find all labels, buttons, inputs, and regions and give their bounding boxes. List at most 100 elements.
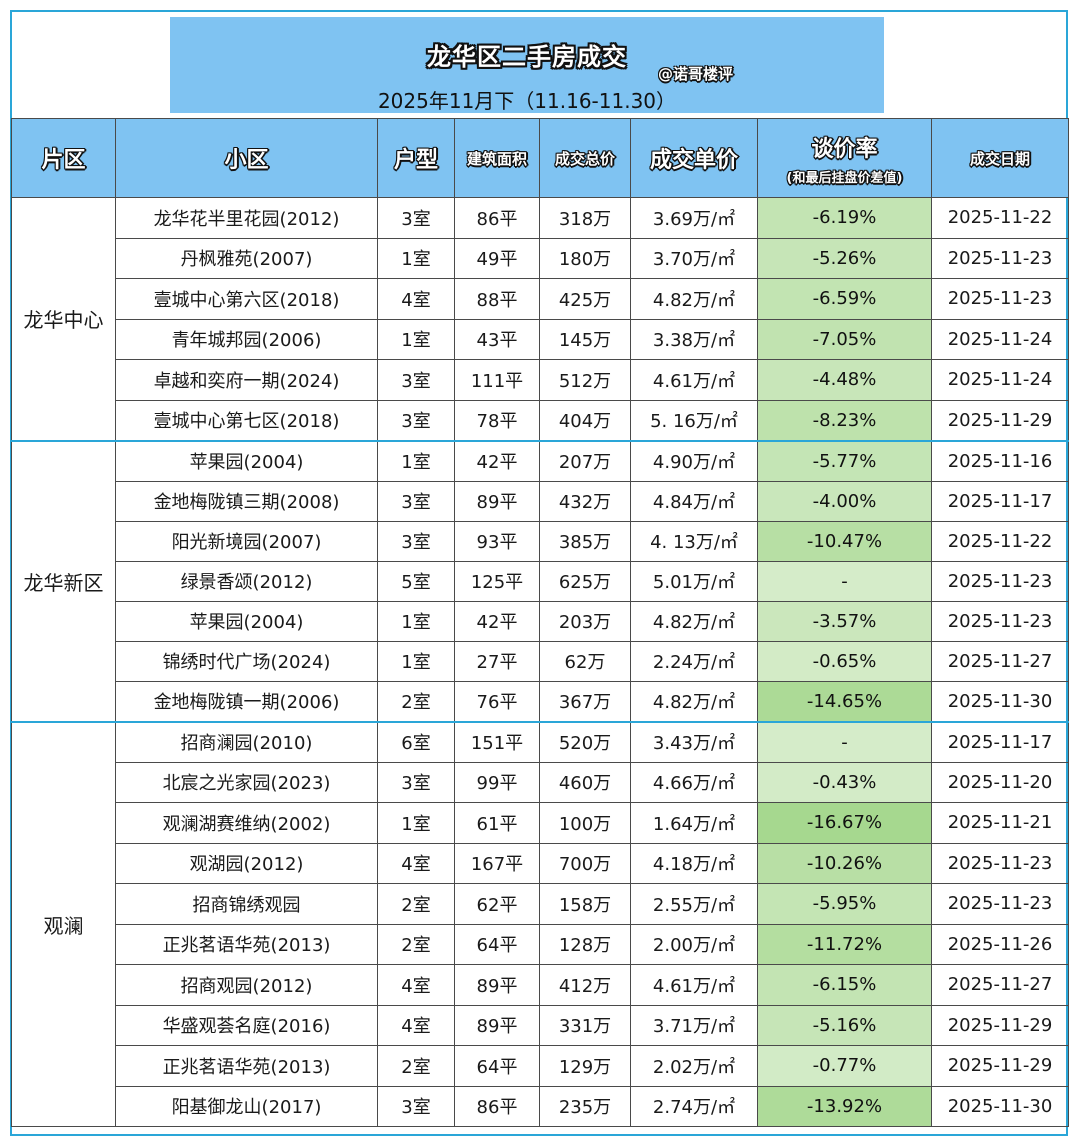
layout-cell: 3室 bbox=[377, 480, 455, 522]
unit-price-cell: 2.74万/㎡ bbox=[630, 1085, 758, 1127]
date-cell: 2025-11-27 bbox=[931, 640, 1069, 682]
area-cell: 88平 bbox=[454, 278, 540, 320]
date-cell: 2025-11-17 bbox=[931, 480, 1069, 522]
community-cell: 华盛观荟名庭(2016) bbox=[115, 1004, 378, 1046]
unit-price-cell: 2.00万/㎡ bbox=[630, 923, 758, 965]
title-banner: 龙华区二手房成交 @诺哥楼评 2025年11月下（11.16-11.30） bbox=[170, 17, 884, 113]
date-cell: 2025-11-22 bbox=[931, 520, 1069, 562]
community-cell: 苹果园(2004) bbox=[115, 600, 378, 642]
community-cell: 北宸之光家园(2023) bbox=[115, 761, 378, 803]
date-cell: 2025-11-16 bbox=[931, 439, 1069, 482]
unit-price-cell: 3.38万/㎡ bbox=[630, 318, 758, 360]
community-cell: 阳光新境园(2007) bbox=[115, 520, 378, 562]
unit-price-cell: 3.69万/㎡ bbox=[630, 197, 758, 239]
table-row: 龙华新区 苹果园(2004) 1室 42平 207万 4.90万/㎡ -5.77% 2025-… bbox=[11, 439, 1069, 722]
table-row: 金地梅陇镇一期(2006) 2室 76平 367万 4.82万/㎡ -14.65% 2025… bbox=[12, 680, 1069, 722]
unit-price-cell: 2.24万/㎡ bbox=[630, 640, 758, 682]
total-price-cell: 145万 bbox=[539, 318, 631, 360]
zone-cell: 龙华新区 bbox=[11, 439, 116, 722]
layout-cell: 1室 bbox=[377, 237, 455, 279]
layout-cell: 3室 bbox=[377, 1085, 455, 1127]
total-price-cell: 129万 bbox=[539, 1045, 631, 1087]
header-date: 成交日期 bbox=[931, 118, 1069, 198]
area-cell: 78平 bbox=[454, 399, 540, 441]
rate-cell: -11.72% bbox=[757, 923, 932, 965]
table-row: 阳光新境园(2007) 3室 93平 385万 4. 13万/㎡ -10.47% 2025-… bbox=[12, 520, 1069, 562]
area-cell: 61平 bbox=[454, 802, 540, 844]
area-cell: 89平 bbox=[454, 964, 540, 1006]
unit-price-cell: 2.02万/㎡ bbox=[630, 1045, 758, 1087]
table-row: 绿景香颂(2012) 5室 125平 625万 5.01万/㎡ -2025-11-23 bbox=[12, 560, 1069, 602]
table-row: 壹城中心第七区(2018) 3室 78平 404万 5. 16万/㎡ -8.23% 2025… bbox=[12, 399, 1069, 441]
total-price-cell: 158万 bbox=[539, 883, 631, 925]
date-cell: 2025-11-23 bbox=[931, 883, 1069, 925]
area-cell: 89平 bbox=[454, 1004, 540, 1046]
table-row: 正兆茗语华苑(2013) 2室 64平 128万 2.00万/㎡ -11.72% 2025-… bbox=[12, 923, 1069, 965]
header-layout: 户型 bbox=[377, 118, 455, 198]
total-price-cell: 404万 bbox=[539, 399, 631, 441]
layout-cell: 3室 bbox=[377, 520, 455, 562]
unit-price-cell: 5.01万/㎡ bbox=[630, 560, 758, 602]
date-cell: 2025-11-30 bbox=[931, 1085, 1069, 1127]
total-price-cell: 331万 bbox=[539, 1004, 631, 1046]
table-row: 观澜 招商澜园(2010) 6室 151平 520万 3.43万/㎡ -2025-11-17 bbox=[11, 720, 1069, 1127]
table-row: 北宸之光家园(2023) 3室 99平 460万 4.66万/㎡ -0.43% 2025-1… bbox=[12, 761, 1069, 803]
table-row: 阳基御龙山(2017) 3室 86平 235万 2.74万/㎡ -13.92% 2025-1… bbox=[12, 1085, 1069, 1127]
rate-cell: -0.65% bbox=[757, 640, 932, 682]
area-cell: 64平 bbox=[454, 923, 540, 965]
table-row: 华盛观荟名庭(2016) 4室 89平 331万 3.71万/㎡ -5.16% 2025-1… bbox=[12, 1004, 1069, 1046]
area-cell: 89平 bbox=[454, 480, 540, 522]
rate-cell: -4.48% bbox=[757, 359, 932, 401]
author-tag: @诺哥楼评 bbox=[658, 65, 734, 83]
rate-cell: -3.57% bbox=[757, 600, 932, 642]
total-price-cell: 62万 bbox=[539, 640, 631, 682]
unit-price-cell: 4.61万/㎡ bbox=[630, 964, 758, 1006]
total-price-cell: 460万 bbox=[539, 761, 631, 803]
layout-cell: 2室 bbox=[377, 1045, 455, 1087]
table-row: 招商观园(2012) 4室 89平 412万 4.61万/㎡ -6.15% 2025-11-… bbox=[12, 964, 1069, 1006]
date-cell: 2025-11-27 bbox=[931, 964, 1069, 1006]
date-cell: 2025-11-29 bbox=[931, 1004, 1069, 1046]
total-price-cell: 180万 bbox=[539, 237, 631, 279]
rate-cell: -6.59% bbox=[757, 278, 932, 320]
date-cell: 2025-11-21 bbox=[931, 802, 1069, 844]
total-price-cell: 100万 bbox=[539, 802, 631, 844]
unit-price-cell: 4.90万/㎡ bbox=[630, 439, 758, 482]
table-row: 壹城中心第六区(2018) 4室 88平 425万 4.82万/㎡ -6.59% 2025-… bbox=[12, 278, 1069, 320]
layout-cell: 3室 bbox=[377, 761, 455, 803]
community-cell: 观澜湖赛维纳(2002) bbox=[115, 802, 378, 844]
layout-cell: 1室 bbox=[377, 318, 455, 360]
community-cell: 卓越和奕府一期(2024) bbox=[115, 359, 378, 401]
header-area: 建筑面积 bbox=[454, 118, 540, 198]
community-cell: 锦绣时代广场(2024) bbox=[115, 640, 378, 682]
header-rate: 谈价率 (和最后挂盘价差值) bbox=[757, 118, 932, 198]
unit-price-cell: 3.70万/㎡ bbox=[630, 237, 758, 279]
date-range-subtitle: 2025年11月下（11.16-11.30） bbox=[377, 89, 677, 113]
table-row: 观湖园(2012) 4室 167平 700万 4.18万/㎡ -10.26% 2025-11… bbox=[12, 842, 1069, 884]
community-cell: 金地梅陇镇一期(2006) bbox=[115, 680, 378, 722]
community-cell: 绿景香颂(2012) bbox=[115, 560, 378, 602]
rate-cell: -5.26% bbox=[757, 237, 932, 279]
header-unit-price: 成交单价 bbox=[630, 118, 758, 198]
table-row: 正兆茗语华苑(2013) 2室 64平 129万 2.02万/㎡ -0.77% 2025-1… bbox=[12, 1045, 1069, 1087]
rate-cell: -10.26% bbox=[757, 842, 932, 884]
community-cell: 青年城邦园(2006) bbox=[115, 318, 378, 360]
area-cell: 64平 bbox=[454, 1045, 540, 1087]
date-cell: 2025-11-24 bbox=[931, 359, 1069, 401]
layout-cell: 2室 bbox=[377, 680, 455, 722]
community-cell: 壹城中心第六区(2018) bbox=[115, 278, 378, 320]
unit-price-cell: 4.82万/㎡ bbox=[630, 600, 758, 642]
unit-price-cell: 4.82万/㎡ bbox=[630, 278, 758, 320]
area-cell: 62平 bbox=[454, 883, 540, 925]
community-cell: 招商锦绣观园 bbox=[115, 883, 378, 925]
total-price-cell: 203万 bbox=[539, 600, 631, 642]
table-row: 苹果园(2004) 1室 42平 203万 4.82万/㎡ -3.57% 2025-11-2… bbox=[12, 600, 1069, 642]
rate-cell: -10.47% bbox=[757, 520, 932, 562]
community-cell: 正兆茗语华苑(2013) bbox=[115, 923, 378, 965]
layout-cell: 2室 bbox=[377, 883, 455, 925]
table-row: 卓越和奕府一期(2024) 3室 111平 512万 4.61万/㎡ -4.48% 2025… bbox=[12, 359, 1069, 401]
area-cell: 27平 bbox=[454, 640, 540, 682]
rate-cell: - bbox=[757, 560, 932, 602]
table-row: 观澜湖赛维纳(2002) 1室 61平 100万 1.64万/㎡ -16.67% 2025-… bbox=[12, 802, 1069, 844]
rate-cell: -16.67% bbox=[757, 802, 932, 844]
